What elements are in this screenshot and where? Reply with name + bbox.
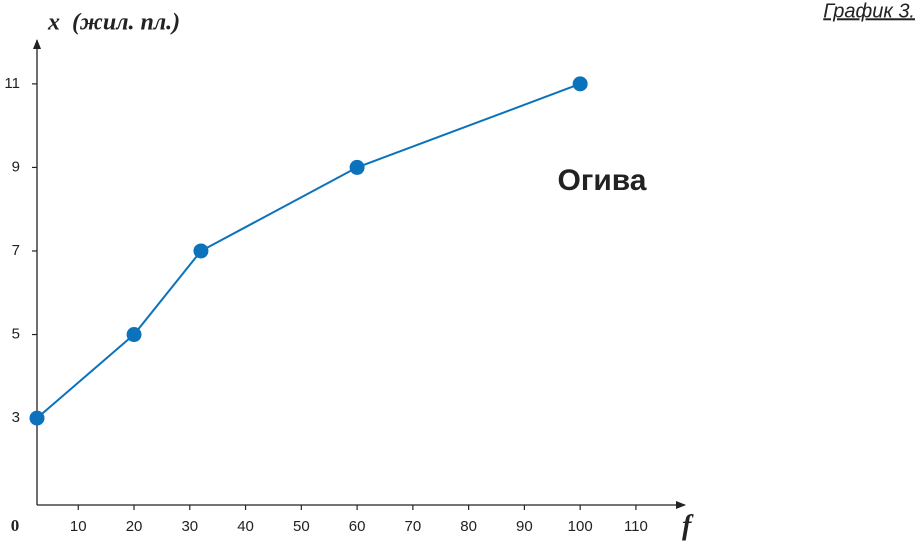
- x-tick-label: 50: [293, 518, 310, 535]
- x-tick-label: 90: [516, 518, 533, 535]
- series-line: [36, 82, 581, 419]
- y-axis-label: x (жил. пл.): [47, 10, 180, 36]
- data-point: [29, 410, 45, 426]
- x-tick-label: 60: [349, 518, 366, 535]
- y-tick-label: 9: [12, 158, 20, 175]
- data-point: [126, 327, 142, 343]
- x-tick-label: 40: [237, 518, 254, 535]
- chart-title: График 3.: [823, 0, 915, 22]
- x-tick-label: 10: [70, 518, 87, 535]
- y-tick-label: 11: [4, 75, 20, 92]
- data-point: [572, 76, 588, 92]
- x-tick-label: 70: [405, 518, 422, 535]
- x-tick-label: 20: [126, 518, 143, 535]
- data-point: [193, 243, 209, 259]
- x-tick-label: 30: [181, 518, 198, 535]
- data-point: [349, 159, 365, 175]
- x-tick-label: 80: [460, 518, 477, 535]
- x-tick-label: 100: [568, 518, 593, 535]
- x-axis-label: f: [682, 510, 694, 541]
- y-tick-label: 3: [12, 409, 20, 426]
- y-tick-label: 5: [12, 326, 20, 343]
- y-tick-label: 7: [12, 242, 20, 259]
- annotation: Огива: [557, 164, 646, 197]
- origin-label: 0: [11, 516, 20, 535]
- x-tick-label: 110: [624, 518, 648, 535]
